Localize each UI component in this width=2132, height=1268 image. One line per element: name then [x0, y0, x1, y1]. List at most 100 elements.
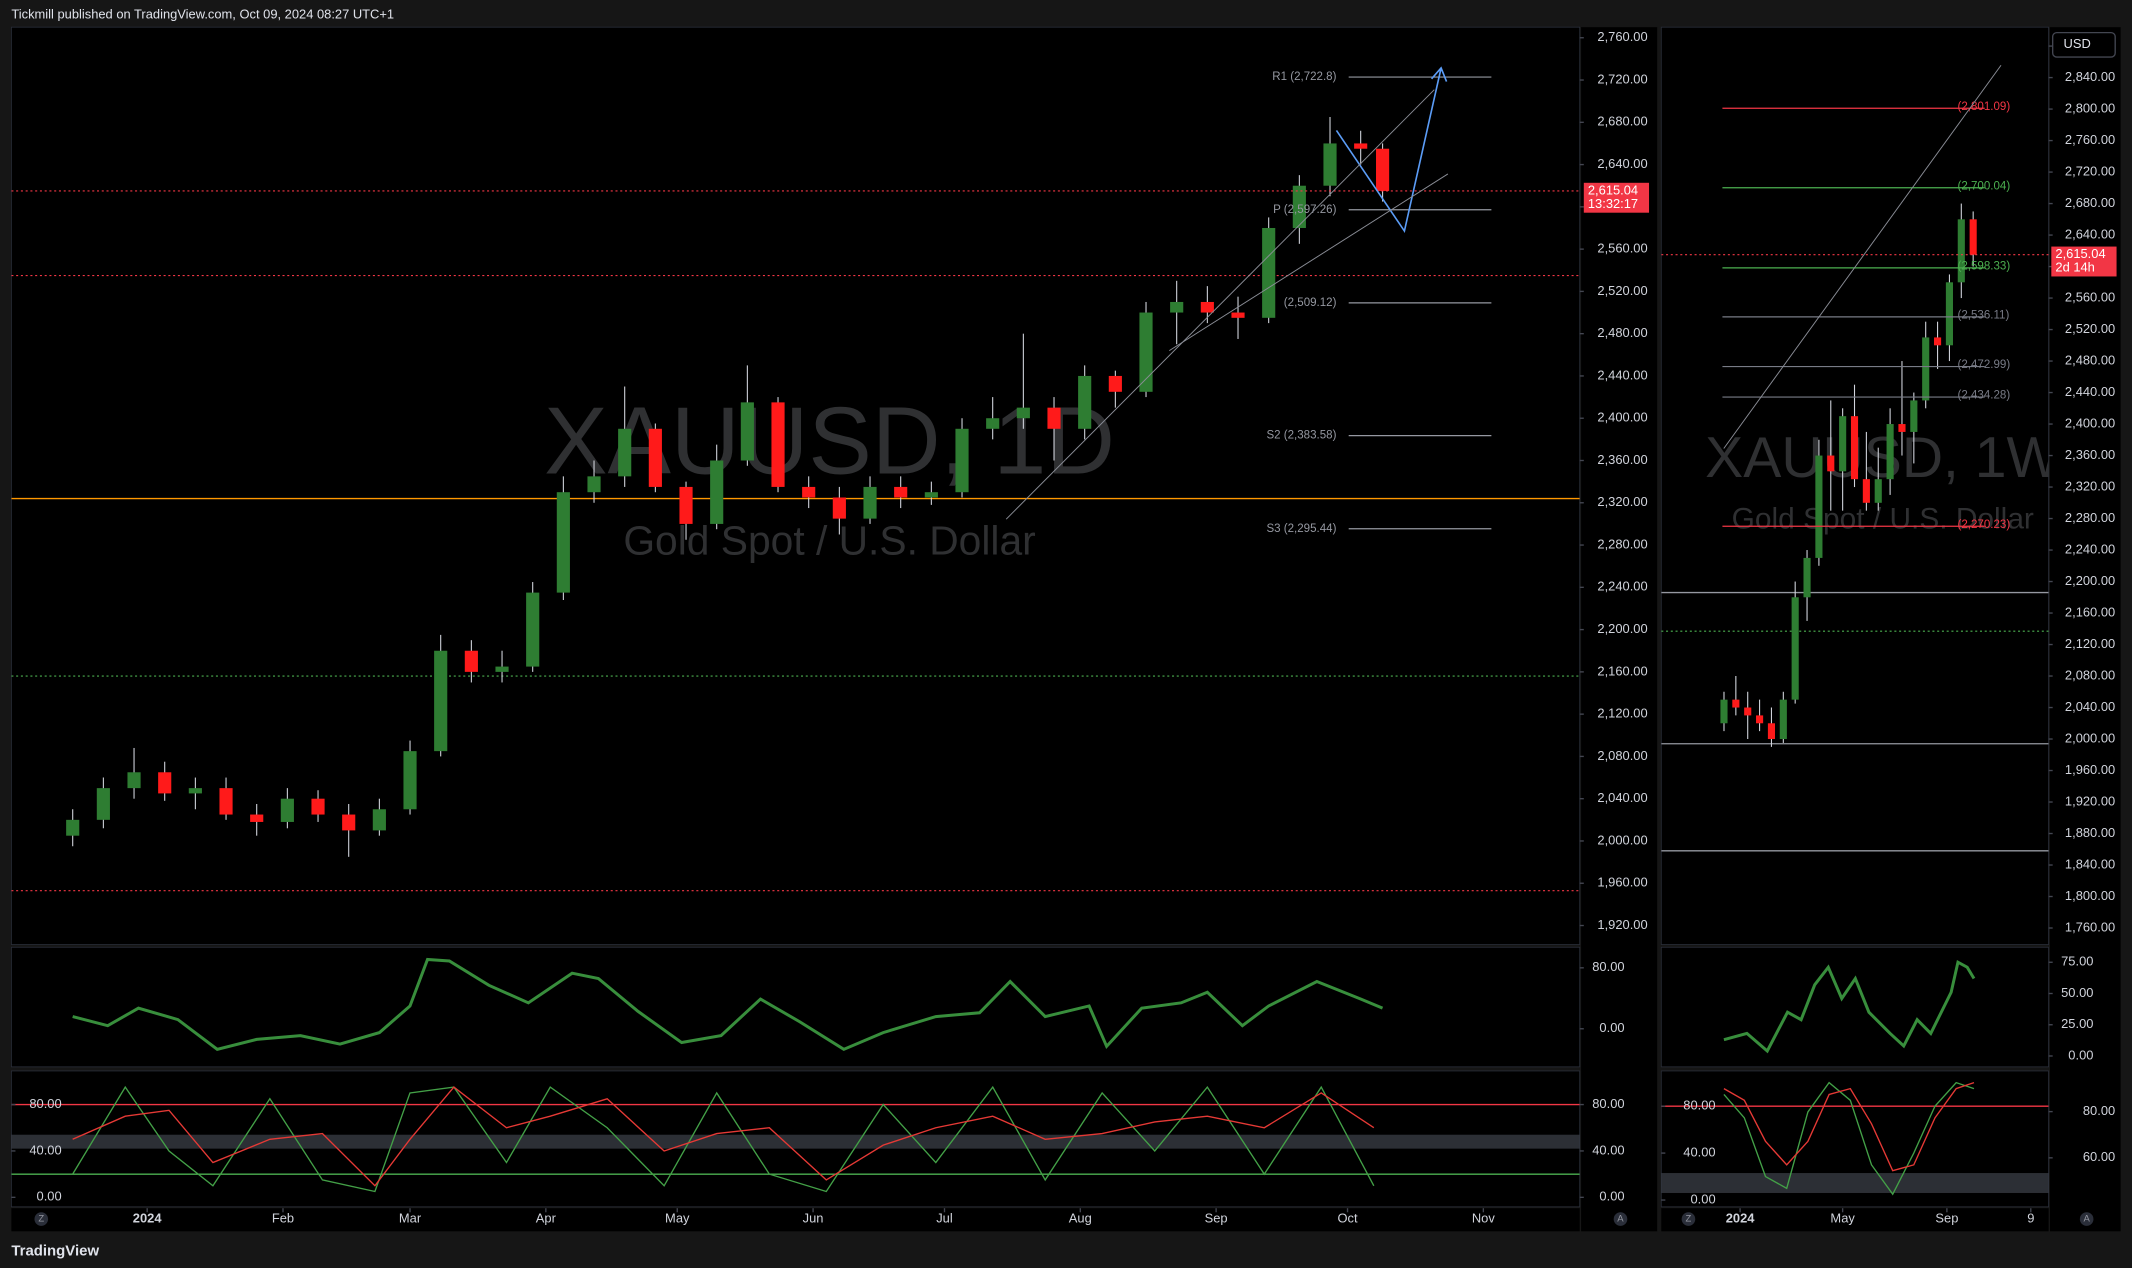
y-tick-label: 0.00 — [37, 1189, 62, 1204]
scale-button[interactable] — [2079, 1212, 2094, 1226]
candle-body — [924, 492, 938, 498]
y-tick-label: 2,680.00 — [2065, 195, 2115, 210]
candle-body — [740, 402, 754, 461]
plot: XAUUSD, 1D Gold Spot / U.S. Dollar — [11, 117, 1580, 892]
candle-body — [1839, 416, 1847, 472]
candle-body — [587, 476, 601, 493]
candle-body — [403, 751, 417, 810]
pivot-label: S2 (2,383.58) — [1266, 430, 1336, 442]
y-tick-label: 0.00 — [1691, 1191, 1716, 1206]
y-tick-label: 80.00 — [29, 1096, 61, 1111]
candle-body — [1922, 337, 1930, 401]
candle-body — [955, 428, 969, 493]
oscillator-line — [1723, 1081, 1975, 1196]
y-tick-label: 2,320.00 — [1597, 494, 1647, 509]
candle-body — [1910, 400, 1918, 432]
pivot-label: P (2,597.26) — [1273, 204, 1336, 216]
y-tick-label: 2,000.00 — [2065, 730, 2115, 745]
oscillator-line — [1723, 959, 1976, 1054]
candle-body — [434, 650, 448, 752]
oscillator-line — [72, 957, 1384, 1052]
scale-button-label: A — [2083, 1214, 2090, 1225]
price-axis — [2049, 27, 2121, 1232]
y-tick-label: 2,200.00 — [1597, 621, 1647, 636]
candle-body — [1720, 699, 1728, 724]
candle-body — [1827, 455, 1835, 472]
candle-body — [280, 798, 294, 822]
y-tick-label: 2,280.00 — [2065, 510, 2115, 525]
candle-body — [1850, 416, 1859, 480]
watermark-subtitle: Gold Spot / U.S. Dollar — [623, 517, 1035, 563]
x-tick-label: 9 — [2027, 1210, 2034, 1225]
price-tag-countdown: 2d 14h — [2055, 260, 2094, 275]
y-tick-label: 0.00 — [2068, 1047, 2093, 1062]
y-tick-label: 2,440.00 — [2065, 384, 2115, 399]
channel-line — [1723, 64, 2002, 449]
pivot-label: (2,434.28) — [1958, 390, 2011, 402]
x-tick-label: Jul — [936, 1210, 953, 1225]
candle-body — [1732, 699, 1740, 708]
candle-body — [1292, 185, 1306, 228]
watermark-title: XAUUSD, 1W — [1705, 426, 2060, 490]
candle-body — [1815, 455, 1823, 558]
candle-body — [495, 666, 509, 672]
channel-line — [1169, 173, 1449, 352]
pivot-label: (2,472.99) — [1958, 359, 2011, 371]
y-tick-label: 2,120.00 — [2065, 636, 2115, 651]
scale-button[interactable] — [1681, 1212, 1696, 1226]
currency-button[interactable] — [2051, 31, 2116, 58]
currency-label: USD — [2064, 36, 2091, 51]
candle-body — [1139, 312, 1153, 392]
candle-body — [1108, 375, 1122, 392]
price-tag — [2051, 246, 2117, 277]
oscillator-line — [72, 1085, 1375, 1193]
band — [1661, 1173, 2049, 1193]
candle-body — [96, 788, 110, 820]
y-tick-label: 2,160.00 — [2065, 604, 2115, 619]
candle-body — [1862, 479, 1870, 503]
y-tick-label: 80.00 — [1592, 959, 1624, 974]
panel — [1660, 946, 2050, 1068]
y-tick-label: 80.00 — [1592, 1096, 1624, 1111]
candle-body — [771, 402, 785, 487]
y-tick-label: 2,240.00 — [1597, 579, 1647, 594]
price-tag-label: 2,615.04 — [2055, 246, 2105, 261]
y-tick-label: 2,680.00 — [1597, 114, 1647, 129]
candle-body — [556, 492, 570, 593]
y-tick-label: 40.00 — [29, 1142, 61, 1157]
candle-body — [832, 497, 846, 519]
candle-body — [66, 819, 80, 836]
plot: XAUUSD, 1W Gold Spot / U.S. Dollar — [1661, 203, 2060, 852]
price-tag-countdown: 13:32:17 — [1588, 196, 1638, 211]
candle-body — [188, 788, 202, 794]
y-tick-label: 2,360.00 — [1597, 452, 1647, 467]
price-axis — [1581, 27, 1658, 1232]
scale-button[interactable] — [34, 1212, 49, 1226]
y-tick-label: 2,400.00 — [1597, 410, 1647, 425]
band — [11, 1134, 1580, 1149]
watermark-subtitle: Gold Spot / U.S. Dollar — [1732, 502, 2034, 535]
y-tick-label: 2,240.00 — [2065, 541, 2115, 556]
plot — [11, 1085, 1580, 1193]
candle-body — [1957, 219, 1965, 283]
pivot-label: (2,700.04) — [1958, 180, 2011, 192]
candle-body — [1767, 723, 1776, 740]
candle-body — [1078, 375, 1092, 429]
plot — [1723, 959, 1976, 1054]
y-tick-label: 2,320.00 — [2065, 478, 2115, 493]
time-axis — [11, 1208, 1580, 1232]
candle-body — [250, 814, 264, 822]
y-tick-label: 2,040.00 — [1597, 790, 1647, 805]
y-tick-label: 1,760.00 — [2065, 919, 2115, 934]
y-tick-label: 2,520.00 — [1597, 283, 1647, 298]
scale-button[interactable] — [1613, 1212, 1628, 1226]
candle-body — [1170, 301, 1184, 313]
y-tick-label: 2,360.00 — [2065, 447, 2115, 462]
price-tag-label: 2,615.04 — [1588, 182, 1638, 197]
pivot-label: (2,598.33) — [1958, 261, 2011, 273]
candle-body — [526, 592, 540, 667]
candle-body — [1323, 143, 1337, 186]
oscillator-line — [72, 1086, 1375, 1187]
y-tick-label: 2,720.00 — [2065, 163, 2115, 178]
y-tick-label: 1,960.00 — [2065, 762, 2115, 777]
